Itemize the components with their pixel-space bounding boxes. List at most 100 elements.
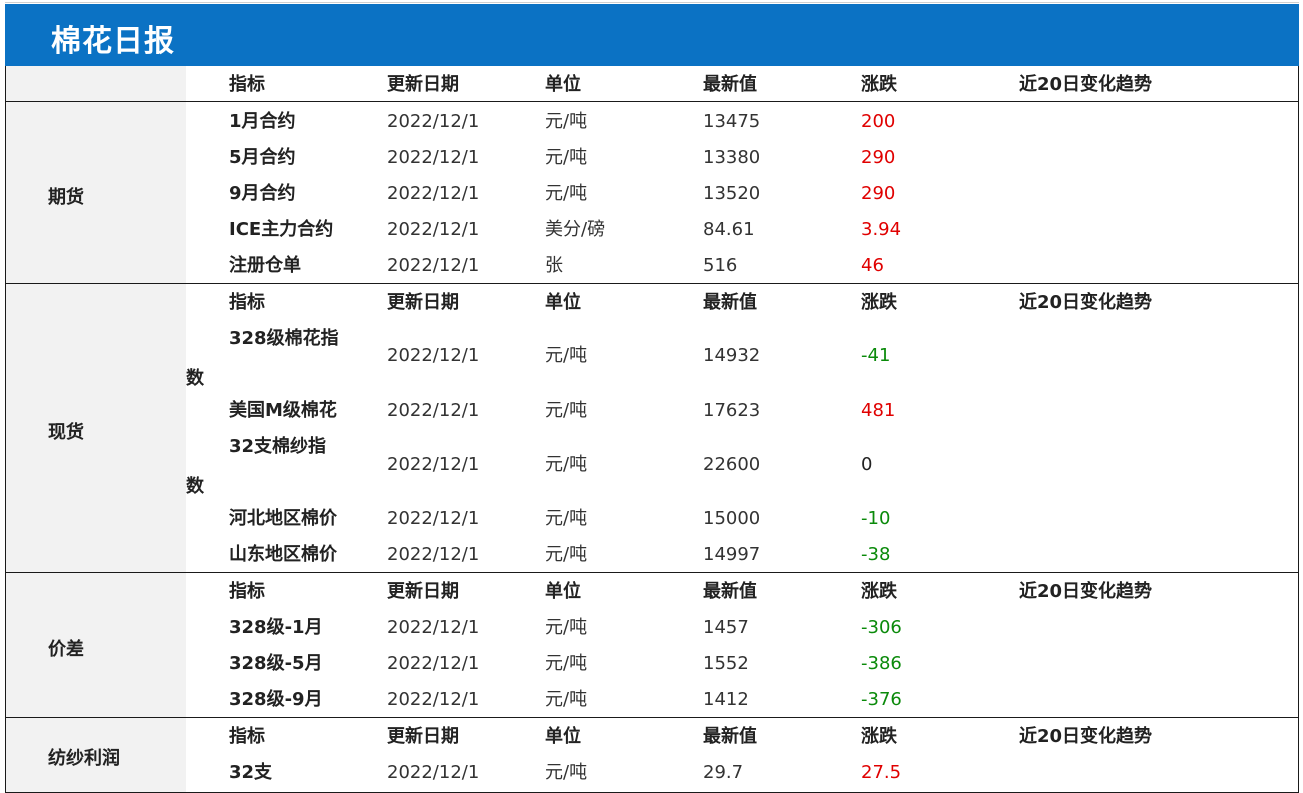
row-date: 2022/12/1 xyxy=(387,111,480,132)
row-name: ICE主力合约 xyxy=(229,219,334,240)
row-value: 15000 xyxy=(703,508,761,529)
row-name: 32支 xyxy=(229,762,273,783)
col-header-date: 更新日期 xyxy=(387,74,459,95)
row-name: 9月合约 xyxy=(229,183,296,204)
row-date: 2022/12/1 xyxy=(387,255,480,276)
row-date: 2022/12/1 xyxy=(387,762,480,783)
col-header-latest: 最新值 xyxy=(703,726,757,747)
row-change: 290 xyxy=(861,183,896,204)
section-label-spinning-profit: 纺纱利润 xyxy=(48,748,120,769)
col-header-latest: 最新值 xyxy=(703,292,757,313)
row-name: 1月合约 xyxy=(229,111,296,132)
col-header-change: 涨跌 xyxy=(861,292,897,313)
row-value: 516 xyxy=(703,255,738,276)
section-panel-3 xyxy=(5,573,186,717)
row-change: 200 xyxy=(861,111,896,132)
col-header-latest: 最新值 xyxy=(703,74,757,95)
row-value: 13380 xyxy=(703,147,761,168)
row-date: 2022/12/1 xyxy=(387,400,480,421)
row-unit: 元/吨 xyxy=(545,689,588,710)
row-name-wrap: 数 xyxy=(186,368,204,389)
row-change: -10 xyxy=(861,508,891,529)
row-value: 29.7 xyxy=(703,762,744,783)
col-header-trend: 近20日变化趋势 xyxy=(1019,726,1153,747)
row-change: 46 xyxy=(861,255,884,276)
row-date: 2022/12/1 xyxy=(387,617,480,638)
divider xyxy=(5,572,1299,573)
row-change: 290 xyxy=(861,147,896,168)
row-name: 328级-9月 xyxy=(229,689,323,710)
row-date: 2022/12/1 xyxy=(387,454,480,475)
row-date: 2022/12/1 xyxy=(387,508,480,529)
row-unit: 元/吨 xyxy=(545,454,588,475)
col-header-unit: 单位 xyxy=(545,726,581,747)
row-date: 2022/12/1 xyxy=(387,689,480,710)
row-name: 美国M级棉花 xyxy=(229,400,337,421)
row-value: 1412 xyxy=(703,689,749,710)
col-header-unit: 单位 xyxy=(545,74,581,95)
col-header-unit: 单位 xyxy=(545,292,581,313)
col-header-indicator: 指标 xyxy=(229,292,265,313)
col-header-date: 更新日期 xyxy=(387,581,459,602)
col-header-date: 更新日期 xyxy=(387,292,459,313)
col-header-indicator: 指标 xyxy=(229,726,265,747)
row-unit: 元/吨 xyxy=(545,345,588,366)
col-header-indicator: 指标 xyxy=(229,581,265,602)
col-header-change: 涨跌 xyxy=(861,581,897,602)
row-change: -38 xyxy=(861,544,891,565)
row-change: 0 xyxy=(861,454,873,475)
row-name: 328级-5月 xyxy=(229,653,323,674)
divider xyxy=(5,283,1299,284)
row-date: 2022/12/1 xyxy=(387,219,480,240)
row-name: 5月合约 xyxy=(229,147,296,168)
row-unit: 元/吨 xyxy=(545,544,588,565)
row-unit: 元/吨 xyxy=(545,111,588,132)
row-name: 注册仓单 xyxy=(229,255,301,276)
divider xyxy=(5,101,1299,102)
row-date: 2022/12/1 xyxy=(387,345,480,366)
row-date: 2022/12/1 xyxy=(387,544,480,565)
section-panel-0 xyxy=(5,66,186,101)
row-value: 14997 xyxy=(703,544,761,565)
row-change: 27.5 xyxy=(861,762,902,783)
row-unit: 元/吨 xyxy=(545,400,588,421)
row-name: 河北地区棉价 xyxy=(229,508,337,529)
title-bar: 棉花日报 xyxy=(5,4,1299,66)
col-header-date: 更新日期 xyxy=(387,726,459,747)
row-date: 2022/12/1 xyxy=(387,653,480,674)
row-date: 2022/12/1 xyxy=(387,147,480,168)
row-change: -386 xyxy=(861,653,902,674)
row-value: 1552 xyxy=(703,653,749,674)
row-value: 14932 xyxy=(703,345,761,366)
row-name: 328级棉花指 xyxy=(229,328,339,349)
table-border-left xyxy=(5,66,6,793)
row-unit: 元/吨 xyxy=(545,183,588,204)
row-name-wrap: 数 xyxy=(186,476,204,497)
col-header-trend: 近20日变化趋势 xyxy=(1019,581,1153,602)
divider xyxy=(5,717,1299,718)
row-unit: 美分/磅 xyxy=(545,219,606,240)
col-header-indicator: 指标 xyxy=(229,74,265,95)
row-date: 2022/12/1 xyxy=(387,183,480,204)
row-unit: 元/吨 xyxy=(545,653,588,674)
col-header-unit: 单位 xyxy=(545,581,581,602)
row-change: -306 xyxy=(861,617,902,638)
section-label-spread: 价差 xyxy=(48,639,84,660)
row-unit: 元/吨 xyxy=(545,762,588,783)
section-panel-1 xyxy=(5,102,186,283)
section-label-futures: 期货 xyxy=(48,187,84,208)
row-name: 32支棉纱指 xyxy=(229,436,327,457)
row-value: 1457 xyxy=(703,617,749,638)
row-value: 17623 xyxy=(703,400,761,421)
row-name: 山东地区棉价 xyxy=(229,544,337,565)
col-header-change: 涨跌 xyxy=(861,726,897,747)
row-unit: 元/吨 xyxy=(545,617,588,638)
row-change: 481 xyxy=(861,400,896,421)
top-border xyxy=(5,2,1299,3)
row-change: 3.94 xyxy=(861,219,902,240)
row-value: 22600 xyxy=(703,454,761,475)
row-unit: 元/吨 xyxy=(545,147,588,168)
section-panel-4 xyxy=(5,718,186,793)
col-header-change: 涨跌 xyxy=(861,74,897,95)
table-border-right xyxy=(1298,66,1299,793)
